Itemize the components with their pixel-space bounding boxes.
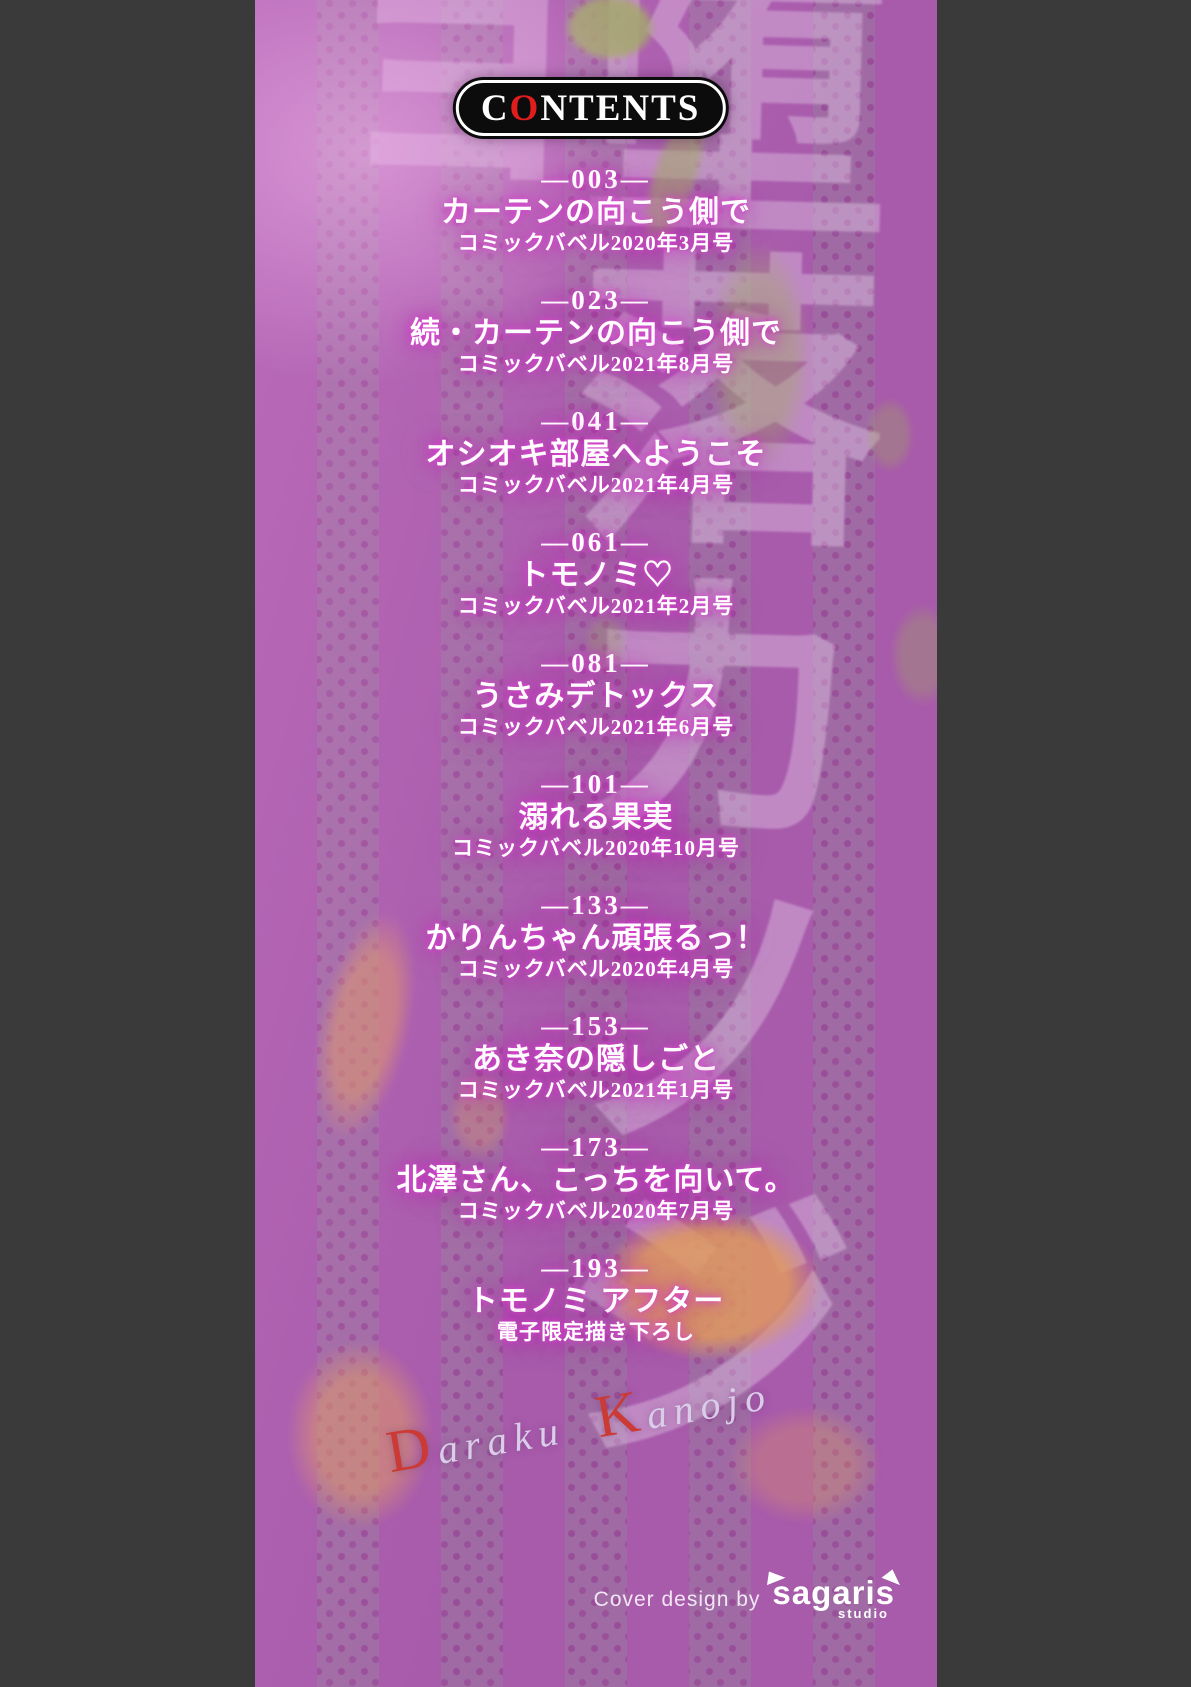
entry-title: トモノミ♡ bbox=[518, 559, 674, 592]
entry-title: 溺れる果実 bbox=[518, 801, 674, 834]
entry-title: うさみデトックス bbox=[472, 680, 720, 713]
entry-source: コミックバベル2021年1月号 bbox=[457, 1078, 735, 1102]
entry-source: コミックバベル2021年4月号 bbox=[457, 473, 735, 497]
entry-source: 電子限定描き下ろし bbox=[497, 1320, 695, 1344]
toc-entry: —133— かりんちゃん頑張るっ！ コミックバベル2020年4月号 bbox=[255, 884, 937, 1005]
cover-design-credit: Cover design by sagaris studio bbox=[594, 1578, 895, 1621]
entries-list: —003— カーテンの向こう側で コミックバベル2020年3月号 —023— 続… bbox=[255, 158, 937, 1368]
contents-label-rest: NTENTS bbox=[540, 87, 701, 129]
entry-source: コミックバベル2021年2月号 bbox=[457, 594, 735, 618]
orange-splatter bbox=[435, 1050, 525, 1180]
olive-splatter bbox=[545, 0, 675, 75]
studio-name: sagaris bbox=[772, 1574, 895, 1611]
contents-label-o: O bbox=[509, 87, 541, 129]
entry-page-number: —061— bbox=[541, 527, 651, 557]
toc-entry: —023— 続・カーテンの向こう側で コミックバベル2021年8月号 bbox=[255, 279, 937, 400]
studio-sub: studio bbox=[838, 1606, 889, 1621]
orange-splatter bbox=[555, 1180, 865, 1390]
entry-source: コミックバベル2021年8月号 bbox=[457, 352, 735, 376]
entry-source: コミックバベル2020年4月号 bbox=[457, 957, 735, 981]
orange-splatter bbox=[255, 1300, 465, 1570]
entry-source: コミックバベル2020年7月号 bbox=[457, 1199, 735, 1223]
toc-entry: —081— うさみデトックス コミックバベル2021年6月号 bbox=[255, 642, 937, 763]
purple-striped-panel: 堕落カノジョ C O NTENTS —003— カーテンの向こう側で コミックバベル… bbox=[255, 0, 937, 1687]
romaji-cap-d: D bbox=[381, 1411, 443, 1486]
entry-page-number: —101— bbox=[541, 769, 651, 799]
entry-title: オシオキ部屋へようこそ bbox=[425, 438, 767, 471]
entry-source: コミックバベル2020年10月号 bbox=[452, 836, 740, 860]
olive-splatter bbox=[855, 380, 925, 490]
entry-page-number: —133— bbox=[541, 890, 651, 920]
entry-title: カーテンの向こう側で bbox=[441, 196, 751, 229]
toc-entry: —061— トモノミ♡ コミックバベル2021年2月号 bbox=[255, 521, 937, 642]
entry-title: あき奈の隠しごと bbox=[472, 1043, 720, 1076]
entry-page-number: —193— bbox=[541, 1253, 651, 1283]
entry-page-number: —023— bbox=[541, 285, 651, 315]
entry-title: 続・カーテンの向こう側で bbox=[410, 317, 782, 350]
entry-source: コミックバベル2020年3月号 bbox=[457, 231, 735, 255]
toc-entry: —193— トモノミ アフター 電子限定描き下ろし bbox=[255, 1247, 937, 1368]
toc-entry: —101— 溺れる果実 コミックバベル2020年10月号 bbox=[255, 763, 937, 884]
toc-entry: —041— オシオキ部屋へようこそ コミックバベル2021年4月号 bbox=[255, 400, 937, 521]
sagaris-studio-logo: sagaris studio bbox=[772, 1578, 895, 1621]
olive-splatter bbox=[685, 190, 835, 520]
entry-page-number: —081— bbox=[541, 648, 651, 678]
contents-label-c: C bbox=[480, 87, 510, 129]
entry-page-number: —173— bbox=[541, 1132, 651, 1162]
orange-splatter bbox=[695, 1380, 915, 1550]
toc-entry: —153— あき奈の隠しごと コミックバベル2021年1月号 bbox=[255, 1005, 937, 1126]
entry-page-number: —041— bbox=[541, 406, 651, 436]
olive-splatter bbox=[575, 600, 635, 690]
entry-page-number: —003— bbox=[541, 164, 651, 194]
contents-badge: C O NTENTS bbox=[455, 80, 726, 136]
toc-entry: —173— 北澤さん、こっちを向いて。 コミックバベル2020年7月号 bbox=[255, 1126, 937, 1247]
entry-source: コミックバベル2021年6月号 bbox=[457, 715, 735, 739]
romaji-cap-k: K bbox=[590, 1376, 652, 1451]
cover-design-by-label: Cover design by bbox=[593, 1587, 761, 1611]
entry-title: かりんちゃん頑張るっ！ bbox=[425, 922, 767, 955]
entry-title: トモノミ アフター bbox=[467, 1285, 725, 1318]
toc-entry: —003— カーテンの向こう側で コミックバベル2020年3月号 bbox=[255, 158, 937, 279]
entry-page-number: —153— bbox=[541, 1011, 651, 1041]
entry-title: 北澤さん、こっちを向いて。 bbox=[396, 1164, 796, 1197]
